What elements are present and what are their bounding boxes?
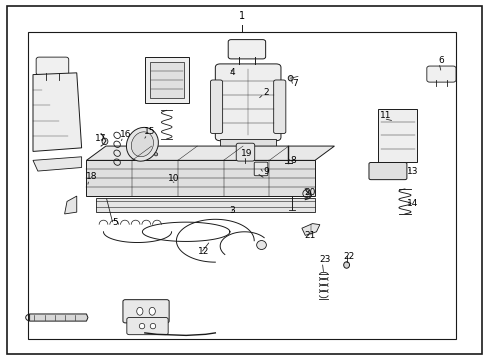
FancyBboxPatch shape xyxy=(228,40,265,59)
Ellipse shape xyxy=(256,240,266,249)
Text: 15: 15 xyxy=(143,127,155,136)
Text: 3: 3 xyxy=(229,206,235,215)
FancyBboxPatch shape xyxy=(36,57,69,75)
Text: 1: 1 xyxy=(239,11,244,21)
Ellipse shape xyxy=(287,76,292,81)
Polygon shape xyxy=(33,157,81,171)
Ellipse shape xyxy=(149,307,155,315)
Ellipse shape xyxy=(137,307,142,315)
Text: 2: 2 xyxy=(263,88,268,97)
Text: 20: 20 xyxy=(304,188,315,197)
Text: 7: 7 xyxy=(292,79,298,88)
Text: 14: 14 xyxy=(406,199,417,208)
Ellipse shape xyxy=(343,262,349,268)
Text: 13: 13 xyxy=(406,167,417,176)
FancyBboxPatch shape xyxy=(126,318,168,335)
Text: 8: 8 xyxy=(290,156,295,165)
Text: 11: 11 xyxy=(379,111,390,120)
Text: 16: 16 xyxy=(120,130,131,139)
Text: 6: 6 xyxy=(438,56,444,65)
FancyBboxPatch shape xyxy=(210,80,222,134)
Polygon shape xyxy=(33,73,81,152)
Text: 12: 12 xyxy=(197,247,208,256)
Text: 4: 4 xyxy=(229,68,235,77)
Ellipse shape xyxy=(139,323,144,329)
Polygon shape xyxy=(301,224,319,235)
Bar xyxy=(149,62,183,98)
Polygon shape xyxy=(64,196,77,214)
Polygon shape xyxy=(220,139,276,146)
Ellipse shape xyxy=(150,323,155,329)
Ellipse shape xyxy=(102,138,108,145)
Text: 10: 10 xyxy=(168,174,180,183)
FancyBboxPatch shape xyxy=(254,162,267,176)
Text: 18: 18 xyxy=(85,172,97,181)
Text: 5: 5 xyxy=(113,219,118,228)
Bar xyxy=(144,57,188,103)
Polygon shape xyxy=(86,146,334,160)
FancyBboxPatch shape xyxy=(368,162,406,180)
FancyBboxPatch shape xyxy=(236,143,254,161)
Polygon shape xyxy=(86,160,314,196)
Text: 9: 9 xyxy=(263,167,269,176)
Text: 19: 19 xyxy=(241,149,252,158)
Ellipse shape xyxy=(131,132,153,157)
Bar xyxy=(96,198,314,212)
Text: 21: 21 xyxy=(304,231,315,240)
Bar xyxy=(28,32,455,339)
FancyBboxPatch shape xyxy=(273,80,285,134)
Ellipse shape xyxy=(126,127,158,161)
Text: 23: 23 xyxy=(318,255,330,264)
Polygon shape xyxy=(30,314,88,321)
Ellipse shape xyxy=(154,153,158,156)
Text: 22: 22 xyxy=(343,252,354,261)
Text: 17: 17 xyxy=(95,134,106,143)
FancyBboxPatch shape xyxy=(122,300,169,323)
FancyBboxPatch shape xyxy=(215,64,281,141)
Polygon shape xyxy=(377,109,416,162)
FancyBboxPatch shape xyxy=(426,66,455,82)
